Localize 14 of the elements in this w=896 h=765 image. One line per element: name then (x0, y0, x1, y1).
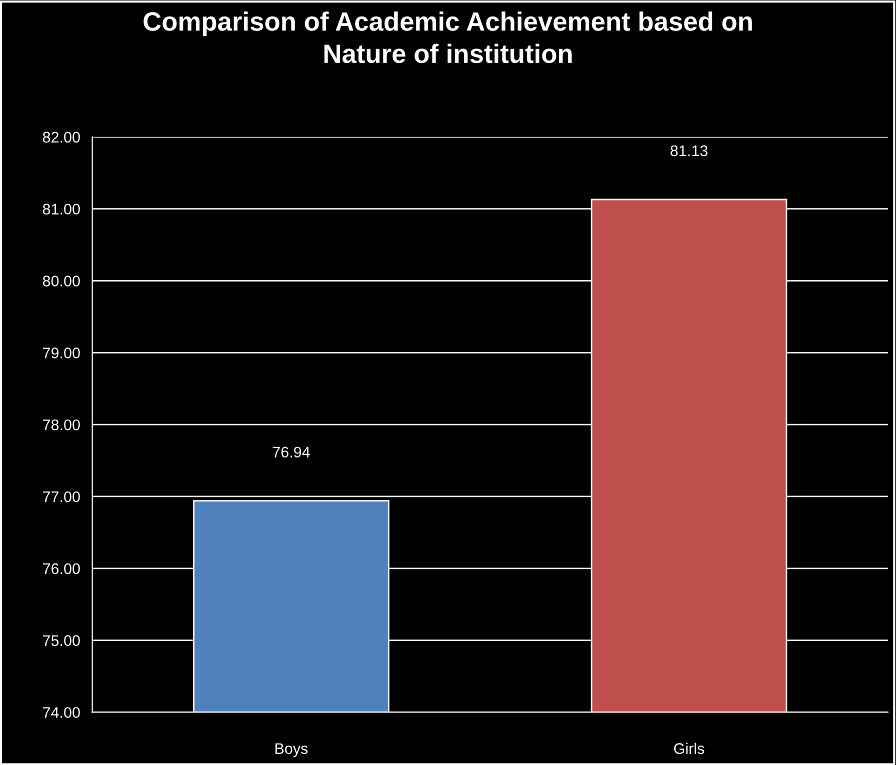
y-tick-label: 78.00 (43, 419, 80, 430)
data-label: 81.13 (670, 145, 708, 156)
y-tick-label: 74.00 (43, 707, 80, 718)
y-tick-label: 76.00 (43, 563, 80, 574)
y-tick-label: 77.00 (43, 491, 80, 502)
data-label: 76.94 (272, 446, 310, 458)
y-tick-label: 75.00 (43, 635, 80, 646)
x-tick-label: Boys (275, 743, 308, 758)
y-tick-label: 80.00 (42, 276, 80, 286)
y-tick-label: 79.00 (43, 348, 80, 358)
x-tick-label: Girls (674, 742, 704, 754)
chart-title: Comparison of Academic Achievement based on Nature of institution (144, 11, 752, 64)
y-tick-label: 82.00 (42, 132, 80, 143)
y-tick-label: 81.00 (42, 204, 80, 215)
